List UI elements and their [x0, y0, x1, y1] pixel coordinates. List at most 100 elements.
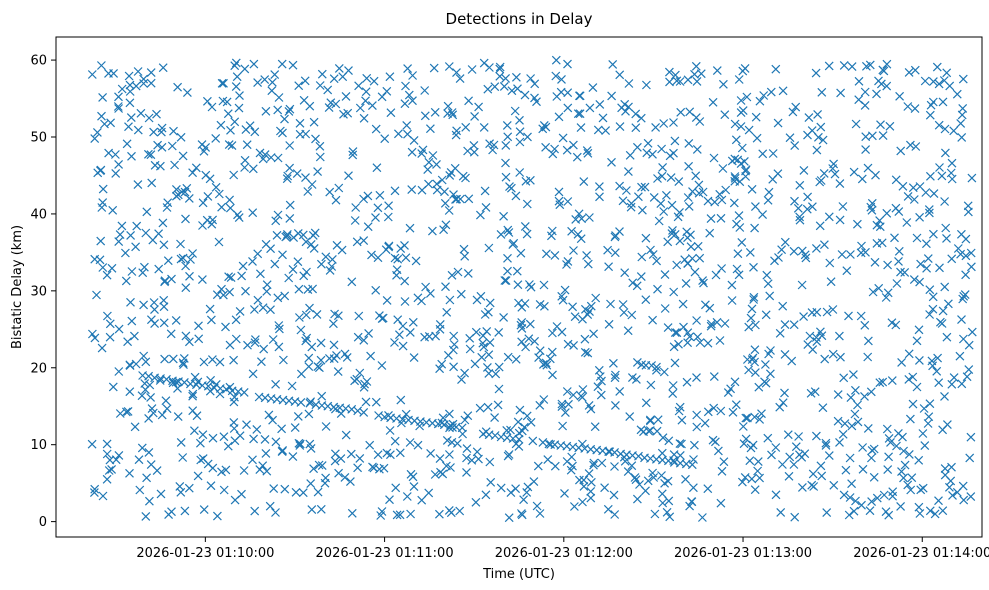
clutter-point	[648, 250, 658, 259]
clutter-point	[515, 405, 525, 415]
clutter-point	[146, 68, 156, 78]
clutter-point	[465, 333, 475, 343]
clutter-point	[437, 175, 447, 185]
clutter-point	[217, 78, 227, 88]
clutter-point	[715, 189, 725, 199]
clutter-point	[909, 195, 919, 204]
clutter-point	[718, 164, 728, 173]
clutter-point	[867, 445, 877, 455]
clutter-point	[695, 253, 705, 263]
clutter-point	[135, 485, 145, 495]
clutter-point	[737, 143, 747, 153]
clutter-point	[323, 85, 333, 95]
clutter-point	[171, 315, 181, 325]
clutter-point	[636, 425, 646, 435]
clutter-point	[226, 273, 236, 283]
clutter-point	[778, 398, 788, 408]
clutter-point	[382, 295, 392, 305]
clutter-point	[524, 280, 534, 289]
clutter-point	[888, 487, 898, 497]
clutter-point	[626, 198, 636, 208]
clutter-point	[234, 103, 244, 113]
clutter-point	[750, 368, 760, 378]
clutter-point	[706, 214, 716, 224]
clutter-point	[863, 163, 873, 173]
clutter-point	[562, 387, 572, 396]
clutter-point	[445, 170, 455, 180]
clutter-point	[234, 213, 244, 223]
clutter-point	[912, 382, 922, 392]
clutter-point	[670, 328, 680, 338]
clutter-point	[267, 86, 277, 96]
clutter-point	[442, 307, 452, 317]
clutter-point	[804, 113, 814, 123]
clutter-point	[252, 424, 262, 434]
clutter-point	[199, 505, 209, 515]
clutter-point	[853, 417, 863, 427]
clutter-point	[764, 187, 774, 197]
clutter-point	[250, 127, 260, 137]
clutter-point	[144, 496, 154, 506]
clutter-point	[148, 235, 158, 245]
clutter-point	[615, 70, 625, 80]
clutter-point	[645, 426, 655, 435]
clutter-point	[896, 501, 906, 511]
clutter-point	[483, 402, 493, 412]
clutter-point	[123, 406, 133, 416]
clutter-point	[226, 125, 235, 135]
clutter-point	[329, 354, 339, 364]
clutter-point	[294, 284, 304, 294]
clutter-point	[819, 168, 829, 178]
clutter-point	[762, 270, 772, 280]
clutter-point	[942, 332, 952, 342]
clutter-point	[479, 122, 489, 132]
clutter-point	[133, 125, 143, 135]
clutter-point	[817, 471, 827, 481]
clutter-point	[579, 475, 589, 485]
clutter-point	[496, 483, 506, 493]
clutter-point	[687, 497, 696, 507]
clutter-point	[503, 225, 513, 235]
clutter-point	[294, 81, 304, 91]
clutter-point	[403, 129, 412, 139]
clutter-point	[348, 147, 358, 157]
clutter-point	[403, 64, 413, 74]
clutter-point	[904, 374, 914, 384]
clutter-point	[235, 306, 245, 316]
clutter-point	[562, 145, 572, 155]
clutter-point	[304, 353, 314, 363]
clutter-point	[670, 229, 680, 239]
clutter-point	[182, 88, 192, 98]
y-tick-label: 20	[30, 361, 47, 376]
clutter-point	[893, 428, 903, 438]
clutter-point	[586, 477, 596, 487]
clutter-point	[334, 183, 344, 193]
clutter-point	[141, 357, 151, 367]
clutter-point	[669, 342, 679, 352]
clutter-point	[966, 492, 976, 502]
clutter-point	[447, 108, 457, 117]
clutter-point	[127, 267, 137, 276]
clutter-point	[598, 113, 608, 123]
clutter-point	[876, 120, 885, 130]
clutter-point	[129, 331, 139, 341]
clutter-point	[867, 205, 877, 215]
clutter-point	[664, 436, 674, 446]
clutter-point	[485, 338, 495, 348]
clutter-point	[856, 311, 866, 321]
clutter-point	[668, 381, 678, 390]
clutter-point	[661, 190, 671, 200]
clutter-point	[961, 270, 971, 280]
clutter-point	[870, 257, 880, 267]
clutter-point	[935, 317, 945, 327]
clutter-point	[733, 249, 743, 259]
clutter-point	[693, 332, 703, 342]
clutter-point	[477, 352, 487, 362]
clutter-point	[355, 453, 365, 463]
clutter-point	[560, 488, 569, 498]
clutter-point	[723, 388, 733, 398]
clutter-point	[839, 60, 849, 70]
clutter-point	[157, 123, 167, 133]
clutter-point	[632, 494, 642, 504]
clutter-point	[708, 97, 718, 107]
